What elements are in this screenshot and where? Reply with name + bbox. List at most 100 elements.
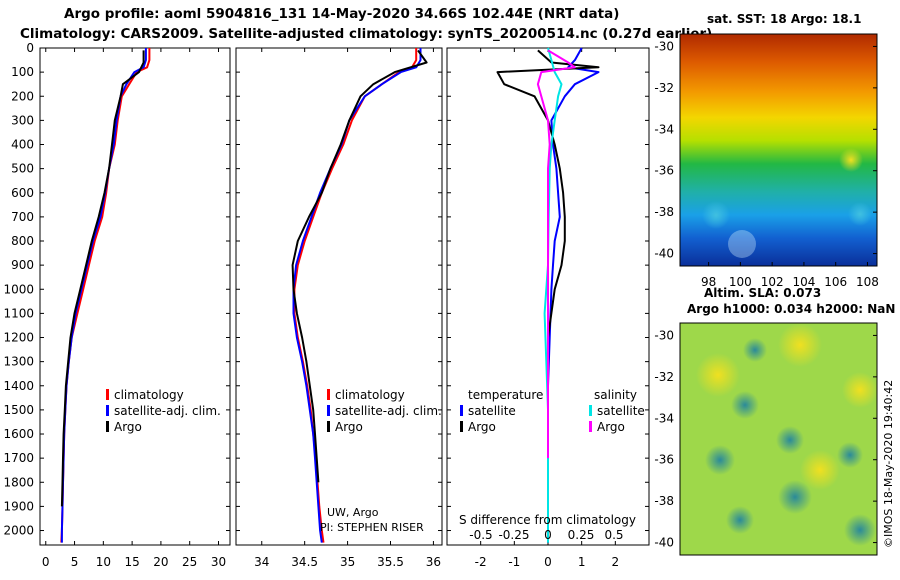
legend-swatch-climatology [327,389,330,400]
legend-label-climatology: climatology [114,388,184,402]
sla-map-axes: -30 -32 -34 -36 -38 -40 [654,328,877,550]
depth-tick-label: 1500 [3,403,34,417]
map-lat-label: -34 [654,411,674,425]
difference-legend: temperature satellite Argo salinity sate… [460,388,645,434]
legend-swatch-temp-argo [460,421,463,432]
sla-map-frame [679,322,878,556]
sdiff-tick: -0.5 [469,528,492,542]
map-lat-label: -36 [654,453,674,467]
sst-map-features [702,148,872,258]
difference-plot: -2 -1 0 1 2 [447,47,649,569]
x-tick-label: 34.5 [291,555,318,569]
series-line-argo [60,50,145,507]
x-tick-label: 35 [340,555,355,569]
x-tick-label: 36 [426,555,441,569]
series-line-climatology [293,48,418,543]
temperature-plot: 0 5 10 15 20 25 30 [40,47,230,569]
depth-tick-label: 1000 [3,282,34,296]
depth-tick-label: 1400 [3,379,34,393]
salinity-diff-ticks: -0.5 -0.25 0 0.25 0.5 [469,528,623,542]
legend-label-satellite: satellite-adj. clim. [114,404,221,418]
map-lat-label: -34 [654,122,674,136]
x-tick-label: 5 [71,555,79,569]
credit-line2: PI: STEPHEN RISER [320,521,424,534]
sla-low-eddy [776,426,804,454]
sst-map-axes: -30 -32 -34 -36 -38 -40 98 100 102 104 106 108 [654,39,879,289]
depth-tick-label: 200 [11,89,34,103]
legend-label-satellite: satellite-adj. clim. [335,404,442,418]
salinity-panel-frame [235,47,443,546]
map-lat-label: -40 [654,536,674,550]
depth-tick-label: 1800 [3,475,34,489]
depth-tick-label: 1200 [3,331,34,345]
sdiff-tick: -0.25 [498,528,529,542]
salinity-diff-caption: S difference from climatology [459,513,636,527]
header-title-line1: Argo profile: aoml 5904816_131 14-May-20… [64,6,620,22]
map-lon-label: 102 [761,275,784,289]
legend-label-argo: Argo [335,420,363,434]
sst-warm-eddy [839,148,863,172]
map-lat-label: -30 [654,328,674,342]
depth-tick-label: 1300 [3,355,34,369]
x-tick-label: 34 [254,555,269,569]
legend-swatch-satellite [106,405,109,416]
legend-swatch-temp-satellite [460,405,463,416]
map-lat-label: -38 [654,205,674,219]
x-tick-label: 0 [42,555,50,569]
map-lat-label: -32 [654,81,674,95]
series-line-satellite-adj-clim- [292,48,422,543]
sla-low-eddy [778,480,812,514]
legend-label-argo: Argo [114,420,142,434]
depth-axis: 0 100 200 300 400 500 600 700 800 900 1000 1100 1200… [3,41,34,538]
x-tick-label: -1 [508,555,520,569]
salinity-plot: 34 34.5 35 35.5 36 [236,47,442,569]
x-tick-label: 0 [544,555,552,569]
depth-tick-label: 1600 [3,427,34,441]
sst-cool-eddy [848,202,872,226]
series-line-argo [291,49,428,483]
map-lat-label: -40 [654,247,674,261]
map-lat-label: -32 [654,370,674,384]
legend-title-salinity: salinity [594,388,637,402]
x-tick-label: 1 [578,555,586,569]
x-tick-label: 35.5 [377,555,404,569]
temperature-legend: climatology satellite-adj. clim. Argo [106,388,221,434]
series-line-salinity-argo [536,49,576,459]
depth-tick-label: 1100 [3,306,34,320]
x-tick-label: -2 [475,555,487,569]
legend-swatch-sal-satellite [589,405,592,416]
sla-low-eddy [837,442,863,468]
sla-map-title-2: Argo h1000: 0.034 h2000: NaN [687,302,895,316]
sst-map-frame [679,33,878,267]
sst-map-title: sat. SST: 18 Argo: 18.1 [707,12,861,26]
sst-light-patch [728,230,756,258]
sla-low-eddy [726,506,754,534]
legend-label-temp-argo: Argo [468,420,496,434]
depth-tick-label: 700 [11,210,34,224]
depth-tick-label: 600 [11,186,34,200]
legend-label-sal-satellite: satellite [597,404,645,418]
depth-tick-label: 300 [11,113,34,127]
sla-low-eddy [731,391,759,419]
series-line-temperature-satellite [547,47,600,543]
map-lon-label: 106 [824,275,847,289]
depth-tick-label: 2000 [3,524,34,538]
temperature-panel-frame [39,47,231,546]
x-tick-label: 20 [153,555,168,569]
sla-map-title-1: Altim. SLA: 0.073 [704,286,821,300]
depth-tick-label: 800 [11,234,34,248]
legend-label-climatology: climatology [335,388,405,402]
depth-tick-label: 1700 [3,451,34,465]
depth-tick-label: 1900 [3,499,34,513]
imos-stamp: ©IMOS 18-May-2020 19:40:42 [882,380,895,548]
sla-low-eddy [743,338,767,362]
sdiff-tick: 0 [544,528,552,542]
series-line-satellite-adj-clim- [60,48,147,543]
legend-swatch-climatology [106,389,109,400]
header-title-line2: Climatology: CARS2009. Satellite-adjuste… [20,26,713,42]
sla-high-eddy [842,372,878,408]
depth-tick-label: 400 [11,138,34,152]
sla-low-eddy [844,514,876,546]
sdiff-tick: 0.25 [568,528,595,542]
